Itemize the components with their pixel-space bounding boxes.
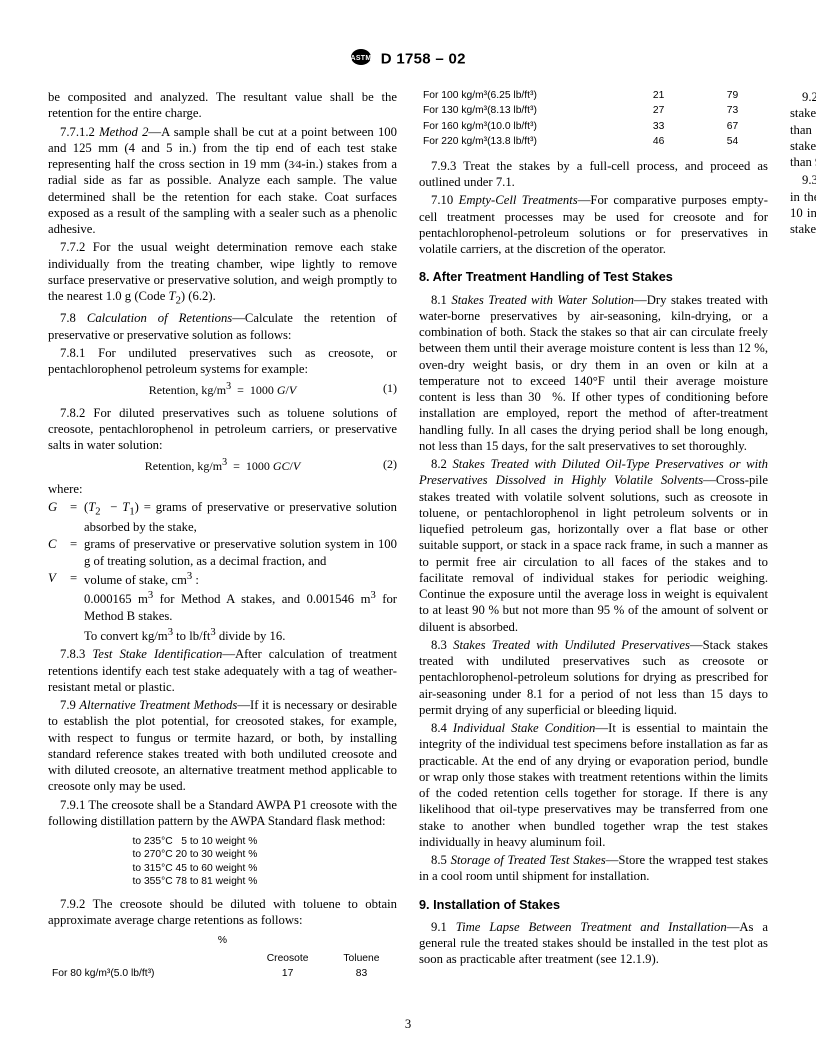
table-row: For 130 kg/m³(8.13 lb/ft³)2773 (421, 104, 766, 117)
eq2-number: (2) (383, 457, 397, 472)
page-header: ASTM D 1758 – 02 (48, 48, 768, 71)
percent-label: % (48, 934, 397, 947)
eq1-number: (1) (383, 381, 397, 396)
where-label: where: (48, 481, 397, 497)
where-V-note1: 0.000165 m3 for Method A stakes, and 0.0… (84, 589, 397, 624)
distillation-table: to 235°C 5 to 10 weight % to 270°C 20 to… (133, 835, 313, 888)
para-82: 8.2 Stakes Treated with Diluted Oil-Type… (419, 456, 768, 635)
para-791: 7.9.1 The creosote shall be a Standard A… (48, 797, 397, 830)
table-row: For 80 kg/m³(5.0 lb/ft³)1783 (50, 967, 395, 980)
para-782: 7.8.2 For diluted preservatives such as … (48, 405, 397, 454)
para-793: 7.9.3 Treat the stakes by a full-cell pr… (419, 158, 768, 191)
para-91: 9.1 Time Lapse Between Treatment and Ins… (419, 919, 768, 968)
para-81: 8.1 Stakes Treated with Water Solution—D… (419, 292, 768, 455)
para-92: 9.2 Spacing of Stakes in Test Plot—For M… (790, 89, 816, 170)
table-row: For 100 kg/m³(6.25 lb/ft³)2179 (421, 89, 766, 102)
para-93: 9.3 Depth of Installation—Install the st… (790, 172, 816, 237)
designation: D 1758 – 02 (381, 51, 466, 68)
para-78: 7.8 Calculation of Retentions—Calculate … (48, 310, 397, 343)
section-9-heading: 9. Installation of Stakes (419, 897, 768, 913)
para-cont: be composited and analyzed. The resultan… (48, 89, 397, 122)
svg-text:ASTM: ASTM (351, 55, 372, 62)
section-8-heading: 8. After Treatment Handling of Test Stak… (419, 269, 768, 285)
para-710: 7.10 Empty-Cell Treatments—For comparati… (419, 192, 768, 257)
para-7712: 7.7.1.2 Method 2—A sample shall be cut a… (48, 124, 397, 238)
para-84: 8.4 Individual Stake Condition—It is ess… (419, 720, 768, 850)
para-792: 7.9.2 The creosote should be diluted wit… (48, 896, 397, 929)
para-772: 7.7.2 For the usual weight determination… (48, 239, 397, 308)
para-85: 8.5 Storage of Treated Test Stakes—Store… (419, 852, 768, 885)
astm-logo-icon: ASTM (350, 48, 372, 71)
body-columns: be composited and analyzed. The resultan… (48, 89, 768, 989)
para-781: 7.8.1 For undiluted preservatives such a… (48, 345, 397, 378)
where-C: C = grams of preservative or preservativ… (48, 536, 397, 569)
table-row: For 160 kg/m³(10.0 lb/ft³)3367 (421, 120, 766, 133)
where-G: G = (T2 − T1) = grams of preservative or… (48, 499, 397, 535)
para-83: 8.3 Stakes Treated with Undiluted Preser… (419, 637, 768, 718)
equation-1: Retention, kg/m3 = 1000 G/V (1) (48, 381, 397, 398)
page-number: 3 (0, 1016, 816, 1032)
where-V: V = volume of stake, cm3 : (48, 570, 397, 588)
para-79: 7.9 Alternative Treatment Methods—If it … (48, 697, 397, 795)
table-row: For 220 kg/m³(13.8 lb/ft³)4654 (421, 135, 766, 148)
para-783: 7.8.3 Test Stake Identification—After ca… (48, 646, 397, 695)
where-V-note2: To convert kg/m3 to lb/ft3 divide by 16. (84, 626, 397, 644)
equation-2: Retention, kg/m3 = 1000 GC/V (2) (48, 457, 397, 474)
